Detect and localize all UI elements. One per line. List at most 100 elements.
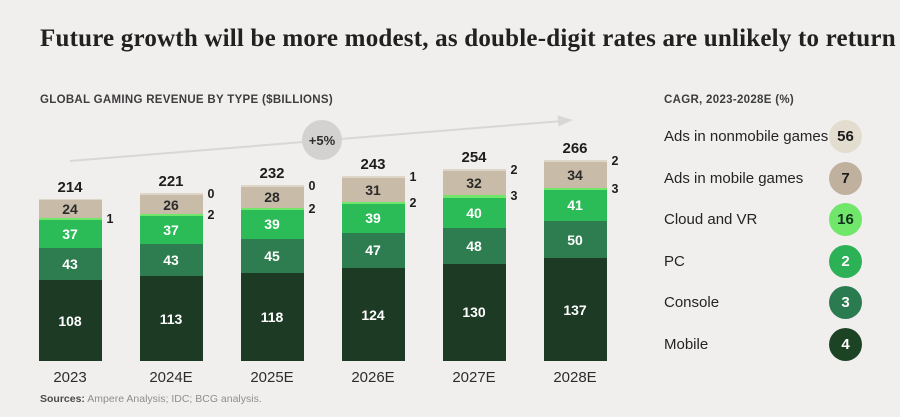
cagr-value-badge: 2 [829,244,862,278]
bar-total-label: 232 [259,165,285,182]
legend-item-label: Cloud and VR [664,211,758,229]
segment-outside-label: 2 [611,154,619,169]
segment-mobile: 124 [341,268,405,361]
cagr-value-badge: 4 [829,327,862,361]
segment-ads-in-mobile-games: 24 [38,200,102,218]
bar-total-label: 243 [360,156,386,174]
segment-mobile: 130 [442,263,506,361]
legend-item-label: Console [664,294,720,312]
segment-value-label: 113 [159,310,183,327]
segment-outside-label: 0 [207,187,215,201]
x-axis-label: 2028E [553,369,597,386]
segment-value-label: 39 [365,210,381,227]
sources-label: Sources: [40,393,85,405]
segment-value-label: 37 [62,225,78,242]
cagr-value-badge: 56 [829,120,862,154]
segment-mobile: 108 [38,280,102,361]
segment-outside-label: 3 [510,189,518,204]
segment-value-label: 45 [264,247,280,264]
growth-rate-label: +5% [308,132,336,148]
legend-item-label: Ads in nonmobile games [664,128,829,146]
legend-item-console: Console 3 [664,282,862,324]
segment-value-label: 130 [462,304,486,321]
segment-pc: 40 [442,197,506,228]
x-axis-label: 2026E [351,369,395,386]
segment-value-label: 32 [466,175,482,192]
segment-ads-in-mobile-games: 28 [240,186,304,208]
segment-outside-label: 2 [510,163,518,178]
segment-value-label: 41 [567,197,583,214]
segment-value-label: 37 [163,222,179,239]
segment-mobile: 113 [139,276,203,361]
bar-stack: 28 39 45 118 2 0 [240,179,315,361]
bar-total-label: 254 [461,149,487,167]
legend-item-pc: PC 2 [664,241,862,283]
bar-group-2025e: 232 28 39 45 118 2 0 2025E [240,165,315,386]
segment-console: 43 [38,247,102,280]
legend-item-ads-in-mobile-games: Ads in mobile games 7 [664,158,862,200]
segment-value-label: 26 [163,196,179,213]
segment-ads-in-nonmobile-games [240,185,304,187]
segment-pc: 39 [240,209,304,239]
segment-outside-label: 1 [409,170,417,185]
bar-stack: 31 39 47 124 2 1 [341,170,416,361]
segment-outside-label: 2 [409,195,417,210]
bar-stack: 26 37 43 113 2 0 [139,187,214,361]
bar-group-2026e: 243 31 39 47 124 2 1 2026E [341,156,416,386]
segment-ads-in-nonmobile-games [38,198,102,200]
segment-cloud-and-vr [240,207,304,210]
segment-cloud-and-vr [38,218,102,220]
bar-group-2027e: 254 32 40 48 130 3 2 2027E [442,149,517,386]
segment-outside-label: 3 [611,181,619,196]
x-axis-label: 2025E [250,369,294,386]
growth-rate-badge: +5% [302,120,342,160]
segment-value-label: 124 [361,306,385,323]
cagr-value-badge: 16 [829,203,862,237]
segment-pc: 39 [341,203,405,233]
cagr-legend: Ads in nonmobile games 56 Ads in mobile ga… [664,116,862,365]
sources-note: Sources: Ampere Analysis; IDC; BCG analy… [40,393,262,405]
segment-console: 47 [341,232,405,268]
legend-item-label: PC [664,252,685,270]
segment-pc: 37 [38,220,102,248]
segment-value-label: 48 [466,237,482,254]
segment-ads-in-mobile-games: 34 [543,162,607,188]
segment-cloud-and-vr [341,201,405,204]
segment-value-label: 43 [163,252,179,269]
segment-value-label: 40 [466,204,482,221]
segment-outside-label: 2 [308,201,316,216]
segment-ads-in-nonmobile-games [139,193,203,195]
segment-mobile: 137 [543,258,607,361]
segment-cloud-and-vr [442,195,506,198]
x-axis-label: 2024E [149,369,193,386]
bar-stack: 24 37 43 108 1 [38,198,113,361]
legend-item-label: Ads in mobile games [664,169,804,187]
segment-value-label: 137 [563,301,587,318]
segment-outside-label: 1 [106,212,114,226]
cagr-value-badge: 3 [829,286,862,320]
segment-cloud-and-vr [139,214,203,217]
bar-total-label: 214 [57,178,83,196]
segment-pc: 41 [543,190,607,221]
bar-stack: 32 40 48 130 3 2 [442,163,517,361]
segment-value-label: 50 [567,231,583,248]
segment-value-label: 108 [58,312,82,329]
chart-section-title: GLOBAL GAMING REVENUE BY TYPE ($BILLIONS… [40,94,334,106]
legend-item-ads-in-nonmobile-games: Ads in nonmobile games 56 [664,116,862,158]
segment-value-label: 39 [264,216,280,233]
segment-console: 50 [543,220,607,259]
segment-cloud-and-vr [543,187,607,190]
bar-group-2028e: 266 34 41 50 137 3 2 2028E [543,140,618,386]
segment-value-label: 34 [567,167,583,183]
segment-outside-label: 2 [207,208,215,223]
sources-text: Ampere Analysis; IDC; BCG analysis. [87,393,262,405]
segment-outside-label: 0 [308,178,316,193]
bar-stack: 34 41 50 137 3 2 [543,154,618,361]
segment-ads-in-mobile-games: 31 [341,178,405,202]
bar-total-label: 221 [158,173,184,191]
segment-value-label: 43 [62,255,78,272]
bar-group-2024e: 221 26 37 43 113 2 0 2024E [139,173,214,386]
x-axis-label: 2027E [452,369,496,386]
